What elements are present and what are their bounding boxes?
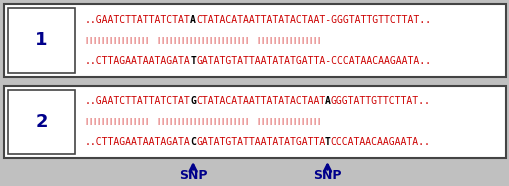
Text: SNP: SNP xyxy=(179,169,207,182)
Bar xyxy=(4,86,505,158)
Text: T: T xyxy=(324,137,330,147)
Text: SNP: SNP xyxy=(313,169,341,182)
Text: ||||||||||||||||  |||||||||||||||||||||||  ||||||||||||||||: |||||||||||||||| |||||||||||||||||||||||… xyxy=(85,37,320,44)
Text: GATATGTATTAATATATGATTA-CCCATAACAAGAATA..: GATATGTATTAATATATGATTA-CCCATAACAAGAATA.. xyxy=(195,56,430,65)
Bar xyxy=(8,8,75,73)
Text: A: A xyxy=(324,97,330,106)
Text: 2: 2 xyxy=(35,113,48,131)
Text: CCCATAACAAGAATA..: CCCATAACAAGAATA.. xyxy=(330,137,430,147)
Text: A: A xyxy=(190,15,195,25)
Text: ..CTTAGAATAATAGATA: ..CTTAGAATAATAGATA xyxy=(85,56,190,65)
Bar xyxy=(8,89,75,154)
Text: ..GAATCTTATTATCTAT: ..GAATCTTATTATCTAT xyxy=(85,15,190,25)
Text: C: C xyxy=(190,137,195,147)
Text: 1: 1 xyxy=(35,31,48,49)
Text: ||||||||||||||||  |||||||||||||||||||||||  ||||||||||||||||: |||||||||||||||| |||||||||||||||||||||||… xyxy=(85,118,320,125)
Text: ..GAATCTTATTATCTAT: ..GAATCTTATTATCTAT xyxy=(85,97,190,106)
Text: GGGTATTGTTCTTAT..: GGGTATTGTTCTTAT.. xyxy=(330,97,430,106)
Text: G: G xyxy=(190,97,195,106)
Text: ..CTTAGAATAATAGATA: ..CTTAGAATAATAGATA xyxy=(85,137,190,147)
Text: T: T xyxy=(190,56,195,65)
Text: GATATGTATTAATATATGATTA: GATATGTATTAATATATGATTA xyxy=(195,137,325,147)
Text: CTATACATAATTATATACTAAT-GGGTATTGTTCTTAT..: CTATACATAATTATATACTAAT-GGGTATTGTTCTTAT.. xyxy=(195,15,430,25)
Bar xyxy=(4,4,505,76)
Text: CTATACATAATTATATACTAAT: CTATACATAATTATATACTAAT xyxy=(195,97,325,106)
